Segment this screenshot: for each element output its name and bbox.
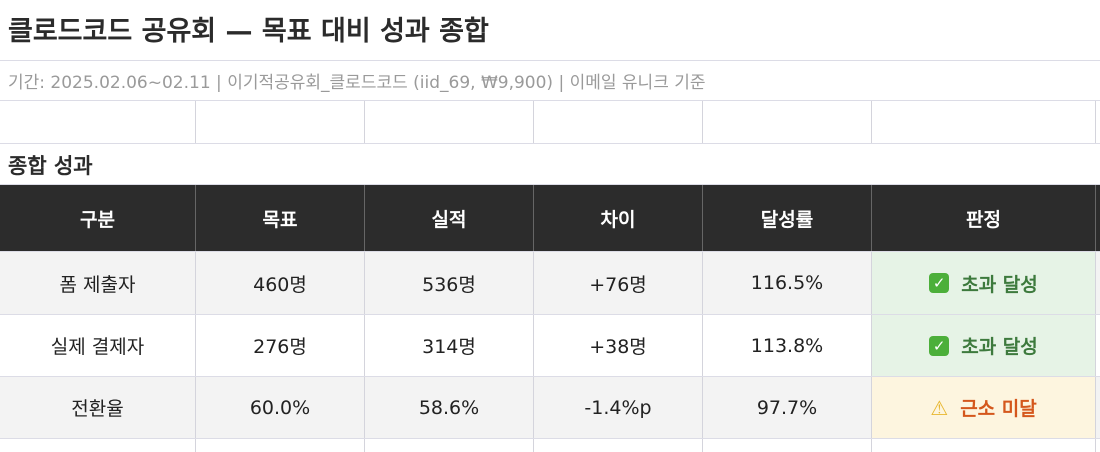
- cell-rate[interactable]: 116.5%: [703, 252, 872, 314]
- header-actual: 실적: [365, 185, 534, 251]
- header-target: 목표: [196, 185, 365, 251]
- header-verdict: 판정: [872, 185, 1096, 251]
- cell-category[interactable]: 전환율: [0, 377, 196, 438]
- header-rate: 달성률: [703, 185, 872, 251]
- sheet-subtitle: 기간: 2025.02.06~02.11 | 이기적공유회_클로드코드 (iid…: [0, 61, 1100, 101]
- table-row: 전환율 60.0% 58.6% -1.4%p 97.7% ⚠ 근소 미달: [0, 377, 1100, 439]
- cell-actual[interactable]: 536명: [365, 252, 534, 314]
- empty-row: [0, 439, 1100, 452]
- cell-actual[interactable]: 314명: [365, 315, 534, 376]
- cell[interactable]: [365, 439, 534, 452]
- section-title: 종합 성과: [0, 144, 1100, 185]
- cell-diff[interactable]: +76명: [534, 252, 703, 314]
- cell[interactable]: [872, 101, 1096, 143]
- cell-diff[interactable]: +38명: [534, 315, 703, 376]
- cell-target[interactable]: 460명: [196, 252, 365, 314]
- empty-row: [0, 101, 1100, 144]
- cell-target[interactable]: 276명: [196, 315, 365, 376]
- table-header: 구분 목표 실적 차이 달성률 판정: [0, 185, 1100, 252]
- cell-rate[interactable]: 113.8%: [703, 315, 872, 376]
- verdict-text: 초과 달성: [961, 336, 1038, 358]
- verdict-text: 초과 달성: [961, 273, 1038, 296]
- cell-category[interactable]: 실제 결제자: [0, 315, 196, 376]
- cell[interactable]: [196, 439, 365, 452]
- cell-diff[interactable]: -1.4%p: [534, 377, 703, 438]
- cell[interactable]: [365, 101, 534, 143]
- check-mark-icon: ✓: [929, 273, 950, 293]
- verdict-text: 근소 미달: [960, 398, 1037, 420]
- cell[interactable]: [196, 101, 365, 143]
- sheet-title: 클로드코드 공유회 — 목표 대비 성과 종합: [0, 0, 1100, 61]
- cell-verdict[interactable]: ✓ 초과 달성: [872, 252, 1096, 314]
- cell[interactable]: [534, 439, 703, 452]
- cell-rate[interactable]: 97.7%: [703, 377, 872, 438]
- cell[interactable]: [0, 101, 196, 143]
- table-row: 실제 결제자 276명 314명 +38명 113.8% ✓ 초과 달성: [0, 315, 1100, 377]
- cell-actual[interactable]: 58.6%: [365, 377, 534, 438]
- check-mark-icon: ✓: [929, 335, 950, 356]
- cell[interactable]: [534, 101, 703, 143]
- header-category: 구분: [0, 185, 196, 251]
- cell-target[interactable]: 60.0%: [196, 377, 365, 438]
- header-diff: 차이: [534, 185, 703, 251]
- cell[interactable]: [703, 439, 872, 452]
- cell-verdict[interactable]: ✓ 초과 달성: [872, 315, 1096, 376]
- warning-icon: ⚠: [930, 395, 949, 420]
- table-row: 폼 제출자 460명 536명 +76명 116.5% ✓ 초과 달성: [0, 252, 1100, 315]
- cell-verdict[interactable]: ⚠ 근소 미달: [872, 377, 1096, 438]
- cell[interactable]: [872, 439, 1096, 452]
- cell[interactable]: [0, 439, 196, 452]
- cell-category[interactable]: 폼 제출자: [0, 252, 196, 314]
- cell[interactable]: [703, 101, 872, 143]
